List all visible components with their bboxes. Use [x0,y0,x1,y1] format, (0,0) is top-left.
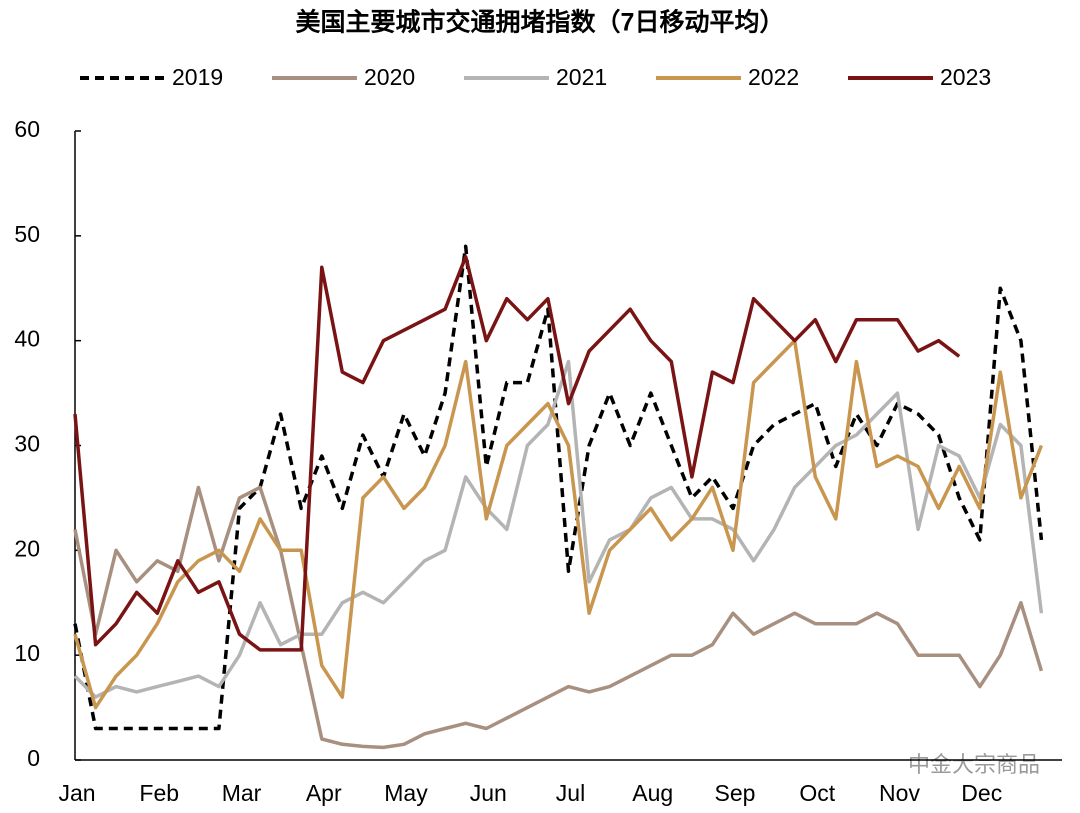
watermark: 中金大宗商品 [908,752,1040,777]
y-tick-label: 40 [14,326,40,352]
y-tick-label: 50 [14,221,40,247]
x-tick-label: Dec [961,780,1002,806]
x-tick-label: Jul [556,780,585,806]
y-tick-label: 0 [27,745,40,771]
y-tick-label: 60 [14,116,40,142]
series-line [73,359,1044,699]
legend-label: 2020 [364,64,415,90]
x-tick-label: Apr [306,780,342,806]
x-tick-label: Feb [139,780,179,806]
series-line [73,338,1044,710]
series-line [73,485,1044,750]
chart-title: 美国主要城市交通拥堵指数（7日移动平均） [296,8,785,37]
y-tick-label: 30 [14,431,40,457]
x-tick-label: Sep [715,780,756,806]
legend-label: 2023 [940,64,991,90]
x-tick-label: Mar [222,780,262,806]
x-tick-label: Jun [470,780,507,806]
x-tick-label: Nov [879,780,920,806]
x-tick-label: Jan [58,780,95,806]
legend-label: 2019 [172,64,223,90]
y-tick-label: 10 [14,640,40,666]
x-tick-label: Aug [632,780,673,806]
x-tick-label: Oct [799,780,835,806]
legend-label: 2022 [748,64,799,90]
series-line [73,255,961,652]
y-tick-label: 20 [14,535,40,561]
legend-label: 2021 [556,64,607,90]
x-tick-label: May [384,780,428,806]
